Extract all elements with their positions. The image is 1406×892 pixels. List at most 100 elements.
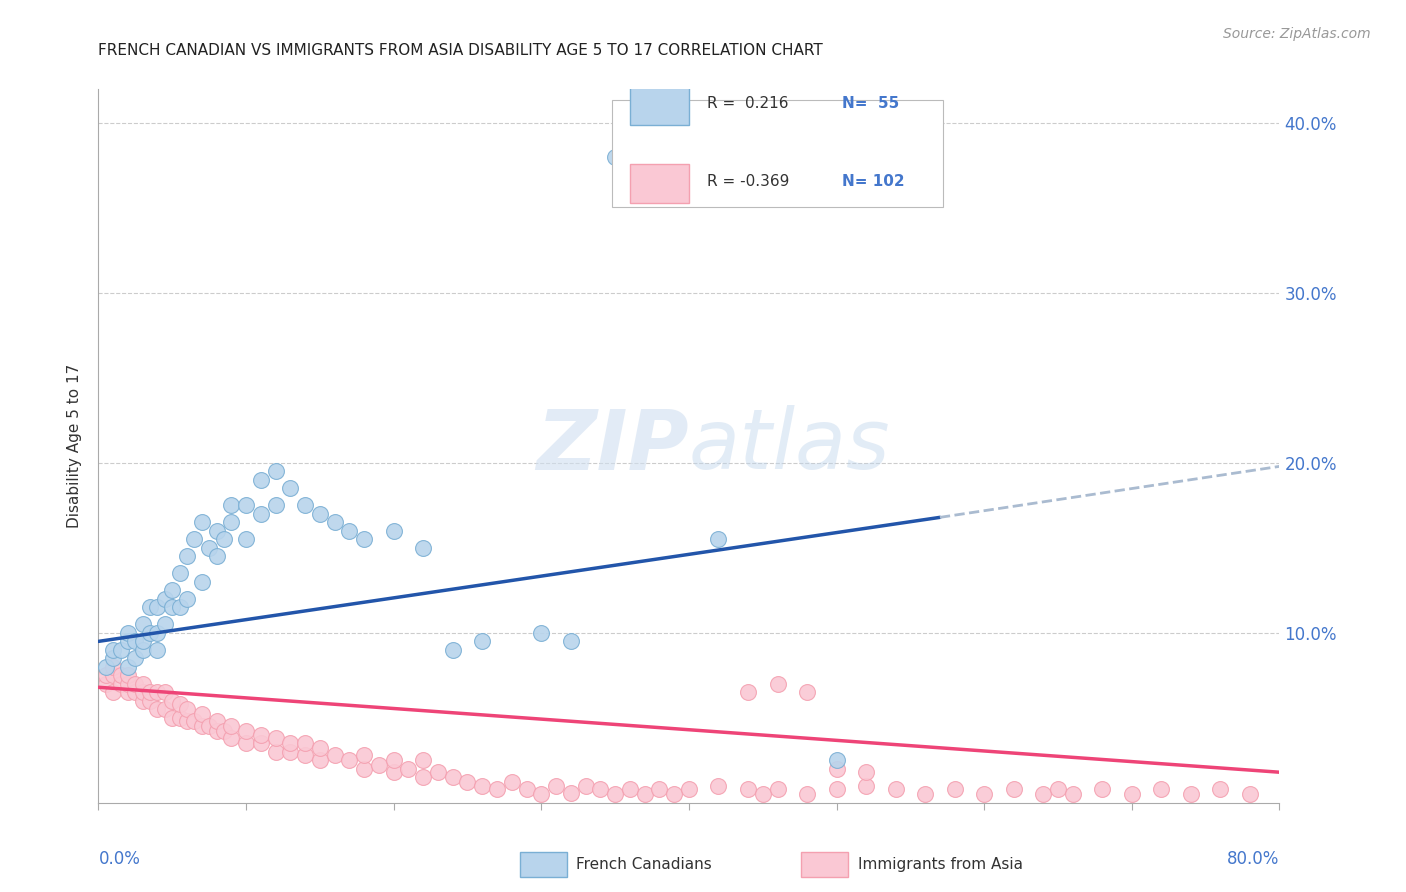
Point [212, 724, 235, 739]
Point [132, 643, 155, 657]
Point [198, 719, 221, 733]
Point [212, 533, 235, 547]
Point [205, 549, 228, 564]
Point [707, 533, 730, 547]
Point [169, 698, 191, 712]
Point [169, 566, 191, 581]
Point [664, 787, 686, 801]
Point [396, 762, 419, 776]
Point [914, 787, 936, 801]
Text: FRENCH CANADIAN VS IMMIGRANTS FROM ASIA DISABILITY AGE 5 TO 17 CORRELATION CHART: FRENCH CANADIAN VS IMMIGRANTS FROM ASIA … [98, 43, 823, 58]
Text: 0.0%: 0.0% [98, 850, 141, 869]
Point [382, 765, 405, 780]
Point [103, 651, 125, 665]
Point [139, 694, 162, 708]
Point [278, 745, 302, 759]
Text: R =  0.216: R = 0.216 [707, 96, 789, 111]
Point [139, 685, 162, 699]
Point [339, 753, 360, 767]
Point [264, 745, 287, 759]
Point [250, 736, 273, 750]
Point [124, 685, 146, 699]
Bar [630, 164, 689, 203]
Point [796, 787, 818, 801]
Point [103, 643, 125, 657]
Point [560, 786, 582, 800]
Point [737, 685, 759, 699]
Point [183, 714, 205, 729]
Point [530, 626, 553, 640]
Point [235, 499, 257, 513]
Point [825, 782, 848, 797]
Point [250, 728, 273, 742]
Point [278, 736, 302, 750]
Point [250, 473, 273, 487]
Point [191, 574, 214, 589]
Point [1032, 787, 1054, 801]
Point [205, 524, 228, 538]
Y-axis label: Disability Age 5 to 17: Disability Age 5 to 17 [67, 364, 83, 528]
Point [323, 748, 346, 763]
Point [530, 787, 553, 801]
Point [1091, 782, 1114, 797]
Point [103, 660, 125, 674]
Point [110, 677, 132, 691]
Point [124, 634, 146, 648]
Point [110, 643, 132, 657]
Point [183, 533, 205, 547]
Point [250, 507, 273, 521]
Point [515, 782, 537, 797]
Point [737, 782, 759, 797]
Point [132, 634, 155, 648]
Point [94, 668, 117, 682]
Point [382, 753, 405, 767]
Point [309, 507, 332, 521]
Point [264, 465, 287, 479]
Point [132, 677, 155, 691]
Point [153, 685, 176, 699]
Point [169, 711, 191, 725]
Point [294, 736, 316, 750]
Point [103, 668, 125, 682]
Point [264, 731, 287, 746]
Point [501, 775, 523, 789]
Point [633, 787, 655, 801]
Point [339, 524, 360, 538]
Point [382, 524, 405, 538]
Point [117, 634, 139, 648]
Point [235, 736, 257, 750]
Point [1121, 787, 1143, 801]
Point [235, 724, 257, 739]
Point [427, 765, 450, 780]
Point [973, 787, 995, 801]
Point [132, 685, 155, 699]
Point [1046, 782, 1069, 797]
Point [323, 516, 346, 530]
Text: R = -0.369: R = -0.369 [707, 175, 789, 189]
Point [191, 719, 214, 733]
Point [153, 702, 176, 716]
Point [412, 770, 434, 784]
Point [162, 711, 183, 725]
Point [198, 541, 221, 555]
Point [855, 779, 877, 793]
Point [205, 724, 228, 739]
Point [471, 779, 494, 793]
Point [219, 516, 242, 530]
Point [353, 762, 375, 776]
Point [169, 600, 191, 615]
Point [162, 583, 183, 598]
Point [943, 782, 966, 797]
Point [117, 668, 139, 682]
Point [162, 694, 183, 708]
Point [117, 660, 139, 674]
Point [589, 782, 612, 797]
Point [94, 677, 117, 691]
Point [176, 591, 198, 606]
Point [176, 702, 198, 716]
FancyBboxPatch shape [612, 100, 943, 207]
Point [191, 707, 214, 722]
Point [441, 770, 464, 784]
Point [619, 782, 641, 797]
Point [146, 685, 169, 699]
